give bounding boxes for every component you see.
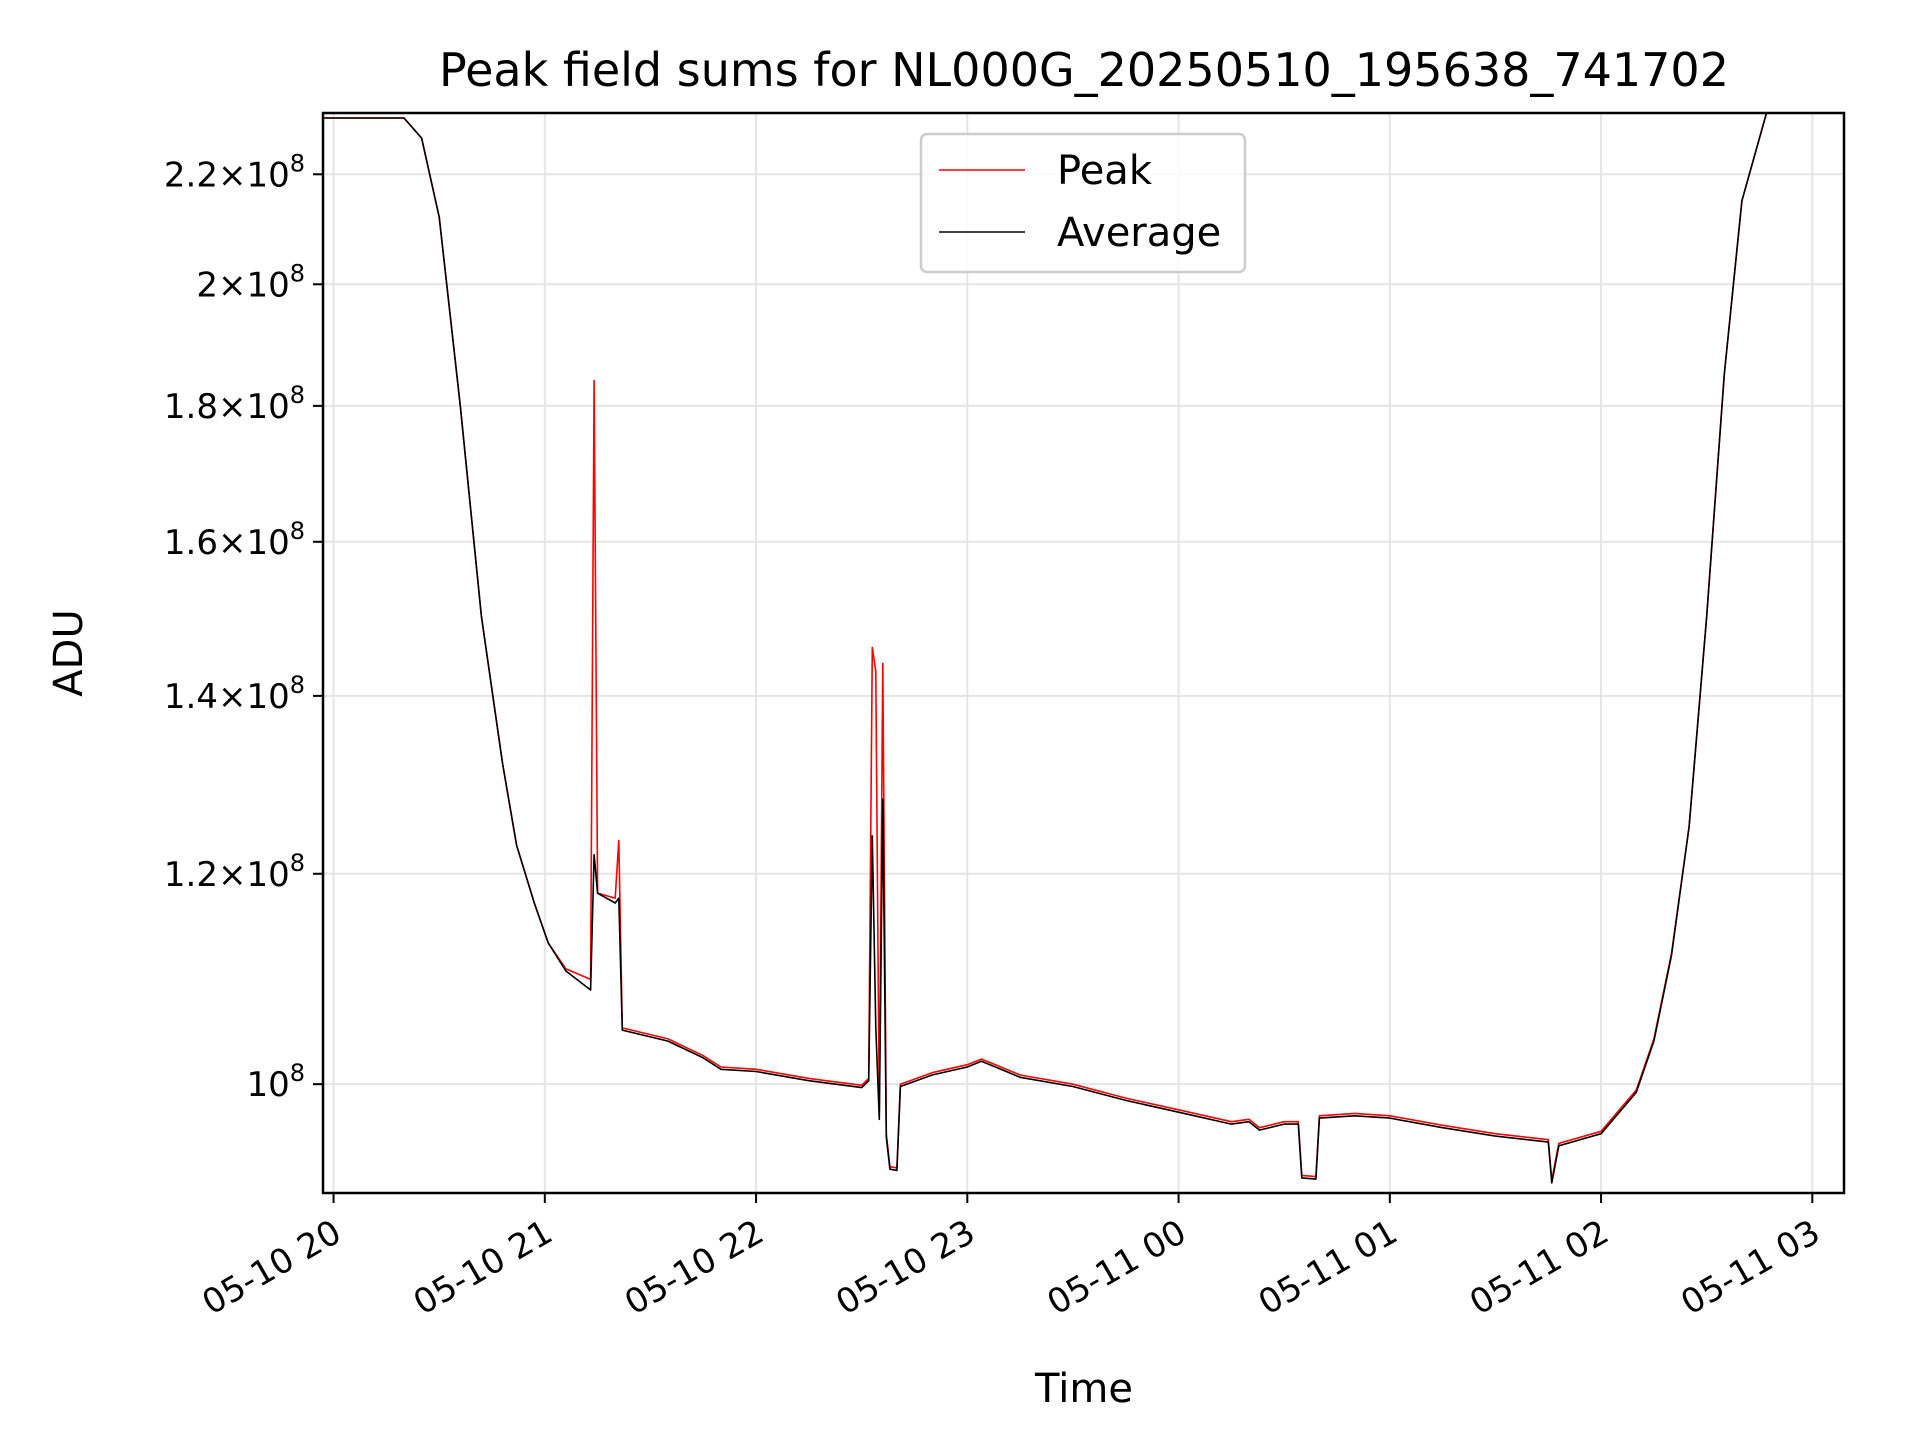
legend-label-peak: Peak	[1057, 148, 1153, 194]
y-axis-label: ADU	[46, 609, 92, 696]
y-tick-label: 1.6×108	[164, 517, 305, 563]
y-tick-label: 2×108	[196, 259, 305, 305]
legend-box	[919, 132, 1247, 274]
y-tick-label: 1.8×108	[164, 381, 305, 427]
legend-label-average: Average	[1057, 210, 1221, 256]
y-tick-label: 1.4×108	[164, 671, 305, 717]
y-axis: 108 1.2×108 1.4×108 1.6×108 1.8×108 2×108 2.2×…	[164, 149, 323, 1105]
y-tick-label: 108	[246, 1059, 305, 1105]
y-tick-label: 2.2×108	[164, 149, 305, 195]
chart-title: Peak field sums for NL000G_20250510_1956…	[439, 43, 1729, 97]
y-tick-label: 1.2×108	[164, 849, 305, 895]
x-axis-label: Time	[1034, 1366, 1133, 1412]
series-line-average	[323, 112, 1768, 1184]
plot-frame	[321, 111, 1846, 1195]
plot-lines	[322, 112, 1768, 1184]
legend: Peak Average	[919, 132, 1247, 274]
